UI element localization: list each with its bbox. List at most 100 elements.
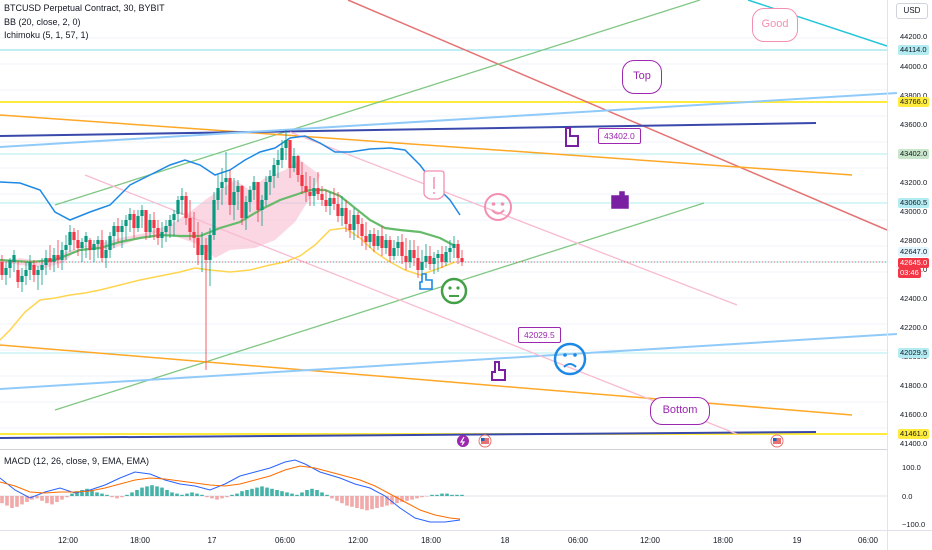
macd-histogram	[0, 485, 464, 511]
candle	[32, 260, 36, 282]
candle	[8, 258, 12, 278]
candle	[456, 240, 460, 264]
macd-bar	[160, 487, 164, 496]
candle	[236, 180, 240, 210]
candle	[340, 196, 344, 226]
macd-bar	[360, 496, 364, 510]
candle	[288, 140, 292, 178]
price-badge: 42645.0	[898, 258, 930, 268]
macd-bar	[430, 494, 434, 496]
macd-bar	[120, 496, 124, 498]
macd-bar	[195, 493, 199, 496]
macd-bar	[340, 496, 344, 504]
trend-line-orange-upper	[0, 114, 853, 176]
price-tick: 42800.0	[900, 236, 928, 245]
callout-bottom[interactable]: Bottom	[650, 397, 710, 425]
candle	[356, 212, 360, 238]
candle	[228, 170, 232, 215]
callout-good[interactable]: Good	[752, 8, 798, 42]
candle	[48, 245, 52, 270]
macd-bar	[450, 494, 454, 496]
currency-button[interactable]: USD	[896, 3, 928, 19]
time-tick: 18	[500, 536, 510, 545]
time-tick: 19	[792, 536, 802, 545]
macd-tick: 0.0	[902, 492, 913, 501]
price-badge: 42029.5	[898, 348, 930, 358]
macd-bar	[200, 494, 204, 496]
macd-bar	[95, 492, 99, 496]
macd-bar	[150, 485, 154, 496]
candle	[432, 252, 436, 274]
candle	[164, 220, 168, 242]
macd-legend[interactable]: MACD (12, 26, close, 9, EMA, EMA)	[4, 456, 150, 466]
candle	[380, 226, 384, 256]
price-note-low[interactable]: 42029.5	[518, 327, 561, 343]
candle	[52, 248, 56, 272]
candle	[248, 186, 252, 212]
macd-bar	[355, 496, 359, 508]
macd-bar	[335, 496, 339, 501]
trend-line-navy-upper	[0, 122, 817, 137]
bollinger-legend[interactable]: BB (20, close, 2, 0)	[4, 17, 81, 27]
candle	[104, 240, 108, 268]
macd-bar	[240, 491, 244, 496]
macd-bar	[280, 491, 284, 496]
candle	[416, 246, 420, 278]
trend-line-red	[347, 0, 888, 231]
macd-bar	[265, 487, 269, 496]
candle	[268, 170, 272, 195]
candle	[312, 178, 316, 206]
ichimoku-legend[interactable]: Ichimoku (5, 1, 57, 1)	[4, 30, 89, 40]
candle	[184, 192, 188, 225]
trend-line-cyan	[747, 0, 888, 47]
macd-bar	[125, 494, 129, 496]
price-badge: 43060.5	[898, 198, 930, 208]
candle	[280, 140, 284, 168]
price-badge: 44114.0	[898, 45, 929, 55]
macd-bar	[455, 494, 459, 496]
candle	[348, 210, 352, 238]
trend-lines[interactable]	[0, 0, 898, 439]
candle	[192, 212, 196, 248]
macd-bar	[435, 494, 439, 496]
symbol-legend[interactable]: BTCUSD Perpetual Contract, 30, BYBIT	[4, 3, 165, 13]
time-tick: 12:00	[347, 536, 369, 545]
candle	[384, 234, 388, 254]
macd-bar	[310, 488, 314, 496]
macd-tick: 100.0	[902, 463, 921, 472]
price-tick: 41600.0	[900, 410, 928, 419]
callout-top[interactable]: Top	[622, 60, 662, 94]
pane-separator[interactable]	[0, 449, 887, 450]
candle	[4, 262, 8, 285]
candle	[196, 222, 200, 265]
candle	[364, 222, 368, 250]
macd-bar	[385, 496, 389, 506]
macd-tick: −100.0	[902, 520, 926, 529]
candle	[212, 192, 216, 240]
candle	[352, 208, 356, 240]
price-tick: 41800.0	[900, 381, 928, 390]
candle	[84, 232, 88, 258]
macd-bar	[60, 496, 64, 500]
candlestick-series[interactable]	[0, 130, 464, 370]
candle	[336, 192, 340, 222]
price-note-high[interactable]: 43402.0	[598, 128, 641, 144]
macd-bar	[15, 496, 19, 507]
candle	[332, 188, 336, 210]
candle	[300, 162, 304, 194]
macd-bar	[45, 496, 49, 504]
price-tick: 44200.0	[900, 32, 928, 41]
price-tick: 44000.0	[900, 62, 928, 71]
macd-bar	[420, 496, 424, 498]
trend-line-green-lower	[54, 202, 705, 411]
time-tick: 06:00	[567, 536, 589, 545]
candle	[216, 175, 220, 210]
candle	[256, 182, 260, 222]
ichimoku-cloud	[0, 160, 320, 268]
candle	[224, 152, 228, 195]
macd-bar	[410, 496, 414, 500]
candle	[404, 238, 408, 270]
candle	[100, 230, 104, 262]
